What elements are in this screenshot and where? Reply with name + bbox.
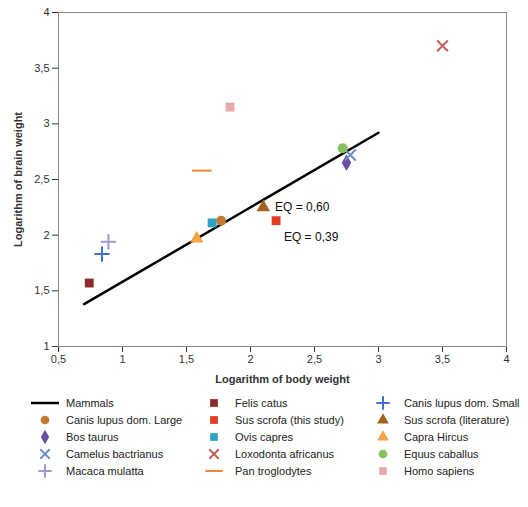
svg-text:2: 2 [43, 229, 49, 241]
html-text:Equus caballus: Equus caballus [404, 448, 479, 460]
svg-text:3,5: 3,5 [34, 62, 49, 74]
svg-text:Logarithm of brain weight: Logarithm of brain weight [12, 112, 24, 247]
html-text:Loxodonta africanus: Loxodonta africanus [235, 448, 335, 460]
html-text:Canis lupus dom. Small: Canis lupus dom. Small [404, 397, 520, 409]
svg-text:Logarithm of body weight: Logarithm of body weight [215, 373, 350, 385]
html-text:Ovis capres: Ovis capres [235, 431, 294, 443]
svg-text:4: 4 [503, 353, 509, 365]
svg-text:0,5: 0,5 [51, 353, 66, 365]
html-text:Homo sapiens: Homo sapiens [404, 465, 475, 477]
svg-text:1: 1 [119, 353, 125, 365]
svg-text:1,5: 1,5 [179, 353, 194, 365]
svg-text:3: 3 [375, 353, 381, 365]
html-text:Camelus bactrianus: Camelus bactrianus [66, 448, 164, 460]
svg-text:EQ = 0,60: EQ = 0,60 [275, 200, 330, 214]
html-text:Felis catus: Felis catus [235, 397, 288, 409]
html-text:Bos taurus: Bos taurus [66, 431, 119, 443]
svg-text:3: 3 [43, 117, 49, 129]
svg-text:3,5: 3,5 [435, 353, 450, 365]
svg-text:1,5: 1,5 [34, 284, 49, 296]
html-text:Canis lupus dom. Large: Canis lupus dom. Large [66, 414, 183, 426]
svg-text:2: 2 [247, 353, 253, 365]
svg-text:1: 1 [43, 340, 49, 352]
html-text:Sus scrofa (literature): Sus scrofa (literature) [404, 414, 510, 426]
html-text:Capra Hircus: Capra Hircus [404, 431, 469, 443]
svg-text:EQ = 0,39: EQ = 0,39 [284, 230, 339, 244]
svg-text:2,5: 2,5 [34, 173, 49, 185]
svg-text:2,5: 2,5 [307, 353, 322, 365]
html-text:Mammals: Mammals [66, 397, 114, 409]
svg-text:4: 4 [43, 6, 49, 18]
html-text:Macaca mulatta: Macaca mulatta [66, 465, 144, 477]
html-text:Pan troglodytes: Pan troglodytes [235, 465, 312, 477]
html-text:Sus scrofa (this study): Sus scrofa (this study) [235, 414, 344, 426]
